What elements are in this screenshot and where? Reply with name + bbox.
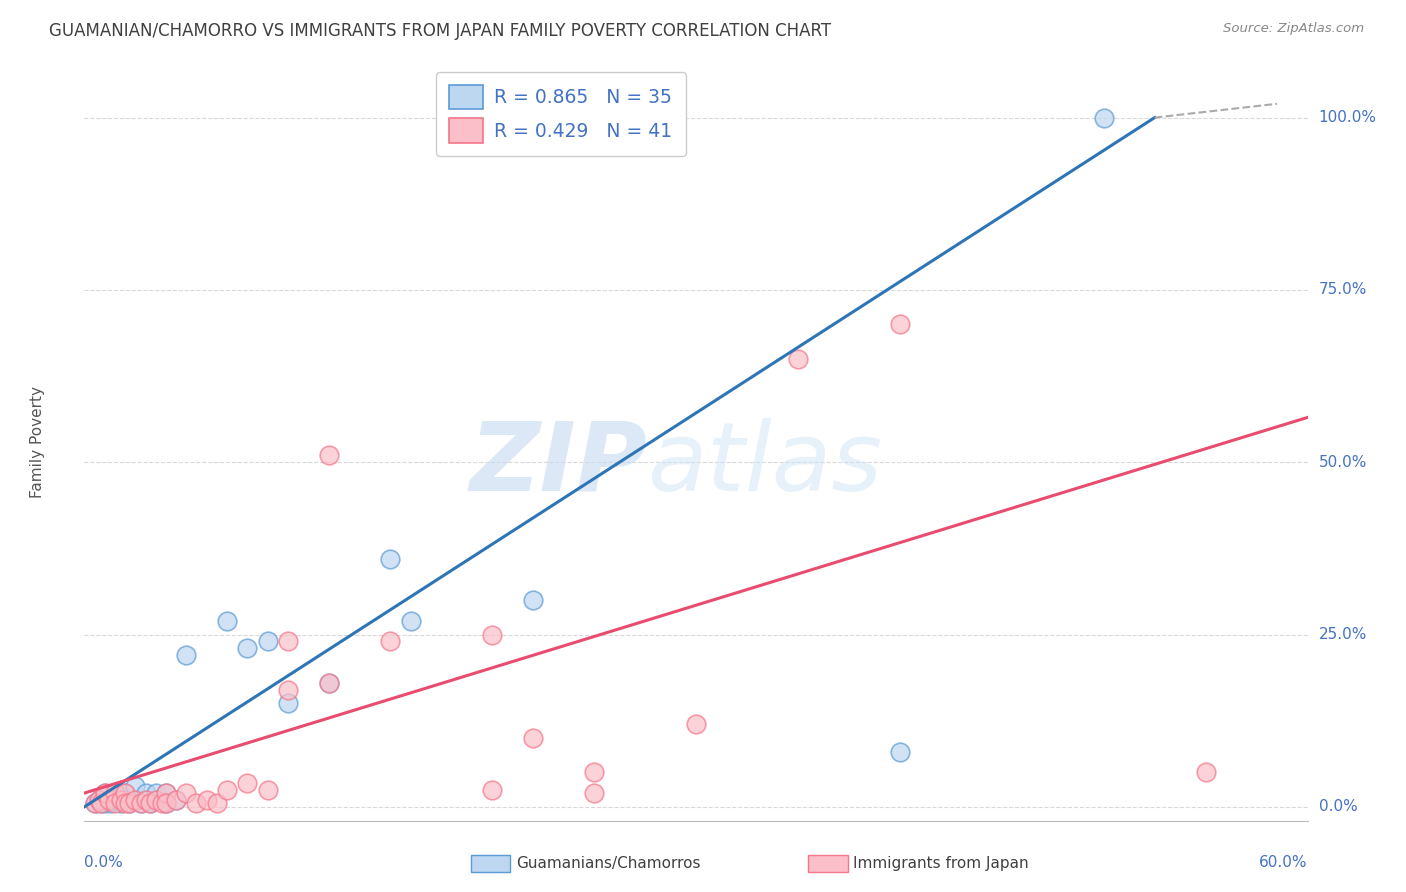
Point	[114, 793, 136, 807]
Point	[174, 786, 197, 800]
Point	[104, 786, 127, 800]
Point	[380, 551, 402, 566]
Point	[217, 782, 239, 797]
Point	[83, 797, 105, 811]
Point	[118, 797, 141, 811]
Point	[165, 793, 187, 807]
Point	[481, 627, 503, 641]
Point	[110, 793, 132, 807]
Point	[318, 675, 340, 690]
Point	[522, 593, 544, 607]
Point	[277, 697, 299, 711]
Point	[104, 793, 127, 807]
Point	[380, 634, 402, 648]
Point	[100, 797, 122, 811]
Text: Family Poverty: Family Poverty	[31, 385, 45, 498]
Text: Guamanians/Chamorros: Guamanians/Chamorros	[516, 856, 700, 871]
Point	[124, 779, 146, 793]
Text: 75.0%: 75.0%	[1319, 283, 1367, 297]
Point	[150, 797, 173, 811]
Point	[195, 793, 218, 807]
Text: 25.0%: 25.0%	[1319, 627, 1367, 642]
Text: 60.0%: 60.0%	[1260, 855, 1308, 870]
Point	[114, 786, 136, 800]
Point	[583, 786, 606, 800]
Point	[131, 797, 153, 811]
Point	[205, 797, 228, 811]
Legend: R = 0.865   N = 35, R = 0.429   N = 41: R = 0.865 N = 35, R = 0.429 N = 41	[436, 72, 686, 155]
Point	[318, 675, 340, 690]
Text: 100.0%: 100.0%	[1319, 110, 1376, 125]
Point	[217, 614, 239, 628]
Text: GUAMANIAN/CHAMORRO VS IMMIGRANTS FROM JAPAN FAMILY POVERTY CORRELATION CHART: GUAMANIAN/CHAMORRO VS IMMIGRANTS FROM JA…	[49, 22, 831, 40]
Point	[97, 793, 120, 807]
Point	[399, 614, 422, 628]
Point	[165, 793, 187, 807]
Point	[135, 793, 157, 807]
Point	[277, 634, 299, 648]
Point	[145, 786, 167, 800]
Point	[889, 318, 911, 332]
Point	[118, 797, 141, 811]
Point	[104, 797, 127, 811]
Point	[1092, 111, 1115, 125]
Point	[93, 797, 115, 811]
Point	[124, 793, 146, 807]
Point	[87, 793, 110, 807]
Text: atlas: atlas	[647, 417, 882, 511]
Point	[186, 797, 208, 811]
Point	[277, 682, 299, 697]
Point	[83, 797, 105, 811]
Point	[110, 797, 132, 811]
Point	[257, 634, 280, 648]
Point	[889, 745, 911, 759]
Point	[87, 793, 110, 807]
Point	[138, 797, 160, 811]
Point	[685, 717, 707, 731]
Point	[174, 648, 197, 663]
Text: 0.0%: 0.0%	[84, 855, 124, 870]
Point	[145, 793, 167, 807]
Point	[257, 782, 280, 797]
Point	[90, 797, 112, 811]
Point	[236, 776, 259, 790]
Point	[787, 351, 810, 366]
Text: Immigrants from Japan: Immigrants from Japan	[853, 856, 1029, 871]
Point	[104, 786, 127, 800]
Point	[131, 797, 153, 811]
Point	[155, 797, 177, 811]
Text: ZIP: ZIP	[470, 417, 647, 511]
Point	[155, 786, 177, 800]
Point	[138, 797, 160, 811]
Point	[236, 641, 259, 656]
Point	[481, 782, 503, 797]
Point	[522, 731, 544, 745]
Point	[583, 765, 606, 780]
Point	[155, 786, 177, 800]
Text: Source: ZipAtlas.com: Source: ZipAtlas.com	[1223, 22, 1364, 36]
Point	[114, 797, 136, 811]
Point	[93, 786, 115, 800]
Point	[145, 793, 167, 807]
Point	[155, 797, 177, 811]
Point	[318, 448, 340, 462]
Point	[135, 793, 157, 807]
Text: 50.0%: 50.0%	[1319, 455, 1367, 470]
Text: 0.0%: 0.0%	[1319, 799, 1357, 814]
Point	[1195, 765, 1218, 780]
Point	[93, 786, 115, 800]
Point	[124, 793, 146, 807]
Point	[135, 786, 157, 800]
Point	[114, 786, 136, 800]
Point	[90, 797, 112, 811]
Point	[97, 793, 120, 807]
